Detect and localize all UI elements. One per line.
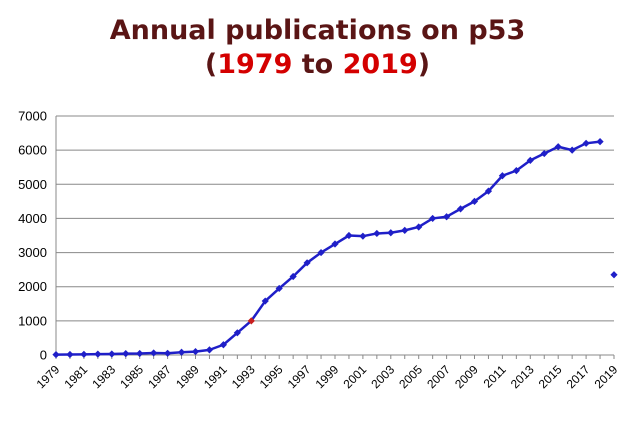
data-point <box>387 229 395 237</box>
data-point <box>415 223 423 231</box>
data-point <box>470 197 479 205</box>
data-point <box>540 149 548 158</box>
y-tick-labels: 0 1000 2000 3000 4000 5000 6000 7000 <box>18 109 47 363</box>
data-point <box>498 172 506 180</box>
x-tick-label: 1981 <box>61 362 90 391</box>
data-point <box>582 139 590 147</box>
data-point <box>568 146 576 154</box>
data-point <box>610 271 618 279</box>
data-point <box>331 240 339 248</box>
y-tick-label: 5000 <box>18 177 47 192</box>
series-line <box>55 140 601 356</box>
highlight-data-point <box>247 317 255 325</box>
data-point <box>150 349 158 357</box>
y-tick-label: 1000 <box>18 313 47 328</box>
data-point <box>596 138 604 146</box>
chart-title-line1: Annual publications on p53 <box>109 15 526 46</box>
x-tick-label: 2003 <box>368 362 397 391</box>
x-tick-label: 1991 <box>201 362 230 391</box>
data-point <box>373 229 381 238</box>
x-tick-label: 2007 <box>424 362 453 391</box>
title-paren-close: ) <box>417 49 431 80</box>
data-point <box>261 297 269 305</box>
x-tick-label: 1987 <box>145 362 174 391</box>
chart-title: Annual publications on p53 (1979 to 2019… <box>0 14 635 82</box>
y-tick-label: 7000 <box>18 109 47 124</box>
title-to: to <box>292 49 343 80</box>
x-tick-label: 2005 <box>396 362 425 391</box>
data-point <box>80 350 88 358</box>
x-tick-label: 1983 <box>89 362 118 391</box>
x-tick-label: 1979 <box>34 362 63 391</box>
y-tick-label: 2000 <box>18 279 47 294</box>
data-point <box>164 349 172 357</box>
data-point <box>303 259 311 267</box>
data-point <box>177 348 186 356</box>
data-point <box>456 205 465 213</box>
y-tick-label: 6000 <box>18 143 47 158</box>
x-tick-label: 1989 <box>173 362 202 391</box>
axes <box>55 116 615 359</box>
x-tick-label: 1995 <box>257 362 286 391</box>
chart-title-line2: (1979 to 2019) <box>0 48 635 82</box>
x-tick-label: 1993 <box>229 362 258 391</box>
x-tick-label: 2011 <box>481 362 509 390</box>
x-tick-label: 2013 <box>508 362 537 391</box>
data-point <box>345 231 353 240</box>
data-point <box>219 341 227 349</box>
title-paren-open: ( <box>204 49 218 80</box>
series-layer <box>52 138 618 359</box>
data-point <box>275 284 283 293</box>
data-point <box>52 351 60 359</box>
x-tick-label: 1985 <box>117 362 146 391</box>
x-tick-label: 2017 <box>564 362 593 391</box>
x-tick-labels: 1979 1981 1983 1985 1987 1989 1991 1993 1995 1997… <box>34 362 621 391</box>
data-point <box>289 272 297 281</box>
data-point <box>512 167 520 175</box>
data-point <box>401 226 409 234</box>
x-tick-label: 1997 <box>285 362 314 391</box>
data-point <box>108 350 116 358</box>
x-tick-label: 2009 <box>452 362 481 391</box>
data-point <box>191 347 200 356</box>
data-point <box>122 350 130 358</box>
x-tick-label: 2001 <box>340 362 369 391</box>
data-point <box>66 350 74 359</box>
data-point <box>233 329 241 337</box>
title-end-year: 2019 <box>342 49 418 80</box>
y-tick-label: 4000 <box>18 211 47 226</box>
x-tick-label: 2019 <box>592 362 621 391</box>
data-point <box>443 213 451 221</box>
title-start-year: 1979 <box>217 49 293 80</box>
y-tick-label: 3000 <box>18 245 47 260</box>
y-tick-label: 0 <box>40 348 47 363</box>
data-point <box>484 187 493 195</box>
data-point <box>94 350 102 358</box>
x-tick-label: 2015 <box>536 362 565 391</box>
data-point <box>359 232 367 240</box>
data-point <box>429 214 437 223</box>
data-point <box>317 248 325 257</box>
data-point <box>526 156 534 164</box>
x-tick-label: 1999 <box>313 362 342 391</box>
data-point <box>136 349 144 358</box>
grid-lines <box>56 115 614 322</box>
data-point <box>554 143 562 151</box>
data-point <box>205 346 214 354</box>
